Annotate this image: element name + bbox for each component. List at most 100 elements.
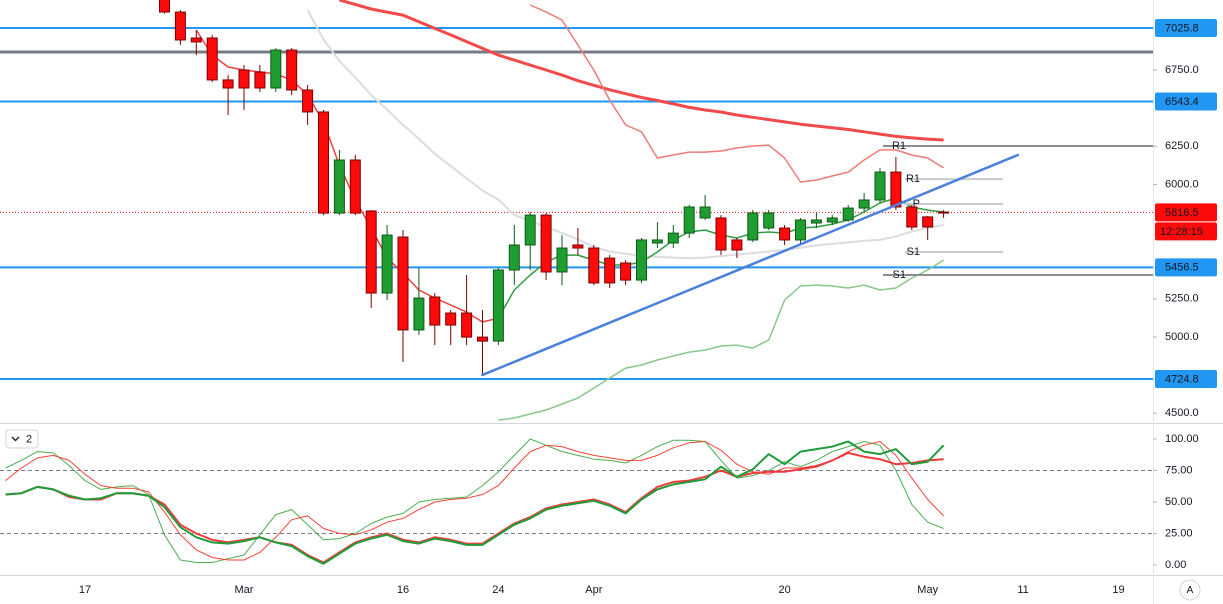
candle-body — [651, 239, 663, 244]
oscillator-panel — [0, 438, 1153, 565]
moving-average-line — [338, 0, 944, 142]
candle-body — [890, 171, 902, 208]
level-box — [1155, 18, 1217, 37]
x-tick-label: 11 — [1017, 584, 1028, 596]
price-panel: R1 P S1 R1 S1 — [0, 0, 1153, 421]
candle-body — [715, 217, 727, 251]
candle-body — [842, 207, 854, 221]
x-tick-label: 17 — [79, 584, 91, 596]
candle-body — [254, 71, 266, 89]
osc-tick-label: 50.00 — [1165, 496, 1193, 508]
candle-body — [286, 49, 298, 91]
x-tick-label: Mar — [235, 584, 254, 596]
candle-body — [302, 89, 314, 113]
level-box — [1155, 92, 1217, 111]
x-tick-label: Apr — [585, 584, 602, 596]
candle-body — [938, 211, 950, 214]
candle-body — [238, 69, 250, 89]
candle-body — [683, 206, 695, 234]
level-label: 4724.8 — [1165, 373, 1199, 385]
candle-body — [349, 159, 361, 214]
candle-body — [874, 171, 886, 201]
level-box — [1155, 258, 1217, 277]
pivot-label: R1 — [906, 173, 920, 185]
x-tick-label: May — [917, 584, 938, 596]
candle-body — [636, 239, 647, 281]
osc-tick-label: 75.00 — [1165, 464, 1193, 476]
last-price-box — [1155, 203, 1217, 222]
candle-body — [333, 159, 345, 214]
level-label: 6543.4 — [1165, 96, 1199, 108]
candle-body — [159, 0, 170, 13]
candle-body — [731, 239, 743, 251]
x-tick-label: 20 — [778, 584, 790, 596]
candle-body — [206, 37, 218, 81]
candle-body — [810, 219, 822, 224]
indicator-count: 2 — [26, 433, 32, 445]
osc-tick-label: 25.00 — [1165, 527, 1193, 539]
pivot-label: R1 — [892, 140, 906, 152]
candle-body — [604, 257, 616, 284]
candle-body — [222, 79, 234, 89]
y-tick-label: 5250.0 — [1165, 293, 1199, 305]
trendline — [481, 153, 1020, 377]
oscillator-line — [5, 440, 945, 565]
candle-body — [413, 297, 425, 331]
level-label: 5456.5 — [1165, 262, 1199, 274]
candle-body — [779, 227, 791, 241]
moving-average-line — [498, 259, 944, 421]
candle-body — [365, 210, 377, 294]
y-tick-label: 6250.0 — [1165, 140, 1199, 152]
auto-scale-label: A — [1187, 585, 1194, 596]
candle-body — [747, 212, 759, 241]
candle-body — [826, 217, 838, 223]
y-tick-label: 6000.0 — [1165, 178, 1199, 190]
y-tick-label: 6750.0 — [1165, 64, 1199, 76]
x-tick-label: 16 — [397, 584, 409, 596]
candle-body — [795, 219, 806, 241]
candle-body — [477, 336, 488, 342]
candle-body — [524, 214, 536, 246]
candle-body — [667, 232, 679, 244]
moving-average-line — [529, 4, 944, 183]
candle-body — [540, 214, 552, 273]
axes: 17 Mar 16 24 Apr 20 May 11 19 4500.0 5000.0 5250.0 6… — [79, 18, 1217, 596]
candle-body — [318, 111, 329, 214]
candle-body — [508, 244, 520, 271]
y-tick-label: 5000.0 — [1165, 331, 1199, 343]
osc-tick-label: 100.00 — [1165, 433, 1199, 445]
pivot-label: S1 — [907, 246, 920, 258]
level-box — [1155, 369, 1217, 388]
indicator-toggle[interactable] — [5, 429, 39, 449]
candle-body — [572, 244, 584, 249]
candle-body — [858, 199, 870, 209]
candle-body — [445, 312, 457, 326]
oscillator-line — [5, 441, 944, 561]
x-tick-label: 24 — [492, 584, 504, 596]
countdown-box — [1155, 222, 1217, 241]
candle-body — [461, 312, 473, 338]
level-label: 7025.8 — [1165, 22, 1199, 34]
candle-body — [699, 206, 711, 219]
candle-body — [270, 49, 282, 89]
candle-body — [397, 236, 409, 331]
countdown-label: 12:28:15 — [1160, 226, 1203, 238]
candle-body — [381, 234, 393, 294]
auto-scale-button[interactable] — [1179, 579, 1201, 601]
candle-body — [492, 269, 504, 342]
candle-body — [922, 216, 934, 228]
candle-body — [429, 296, 441, 326]
candle-body — [906, 206, 918, 228]
x-tick-label: 19 — [1112, 584, 1124, 596]
candle-body — [763, 212, 775, 229]
pivot-label: S1 — [893, 269, 906, 281]
osc-tick-label: 0.00 — [1165, 559, 1186, 571]
candle-body — [620, 262, 632, 281]
candle-body — [556, 247, 568, 273]
oscillator-line — [5, 451, 944, 564]
candle-body — [174, 11, 186, 41]
candle-body — [588, 247, 600, 284]
last-price-label: 5816.5 — [1165, 207, 1199, 219]
